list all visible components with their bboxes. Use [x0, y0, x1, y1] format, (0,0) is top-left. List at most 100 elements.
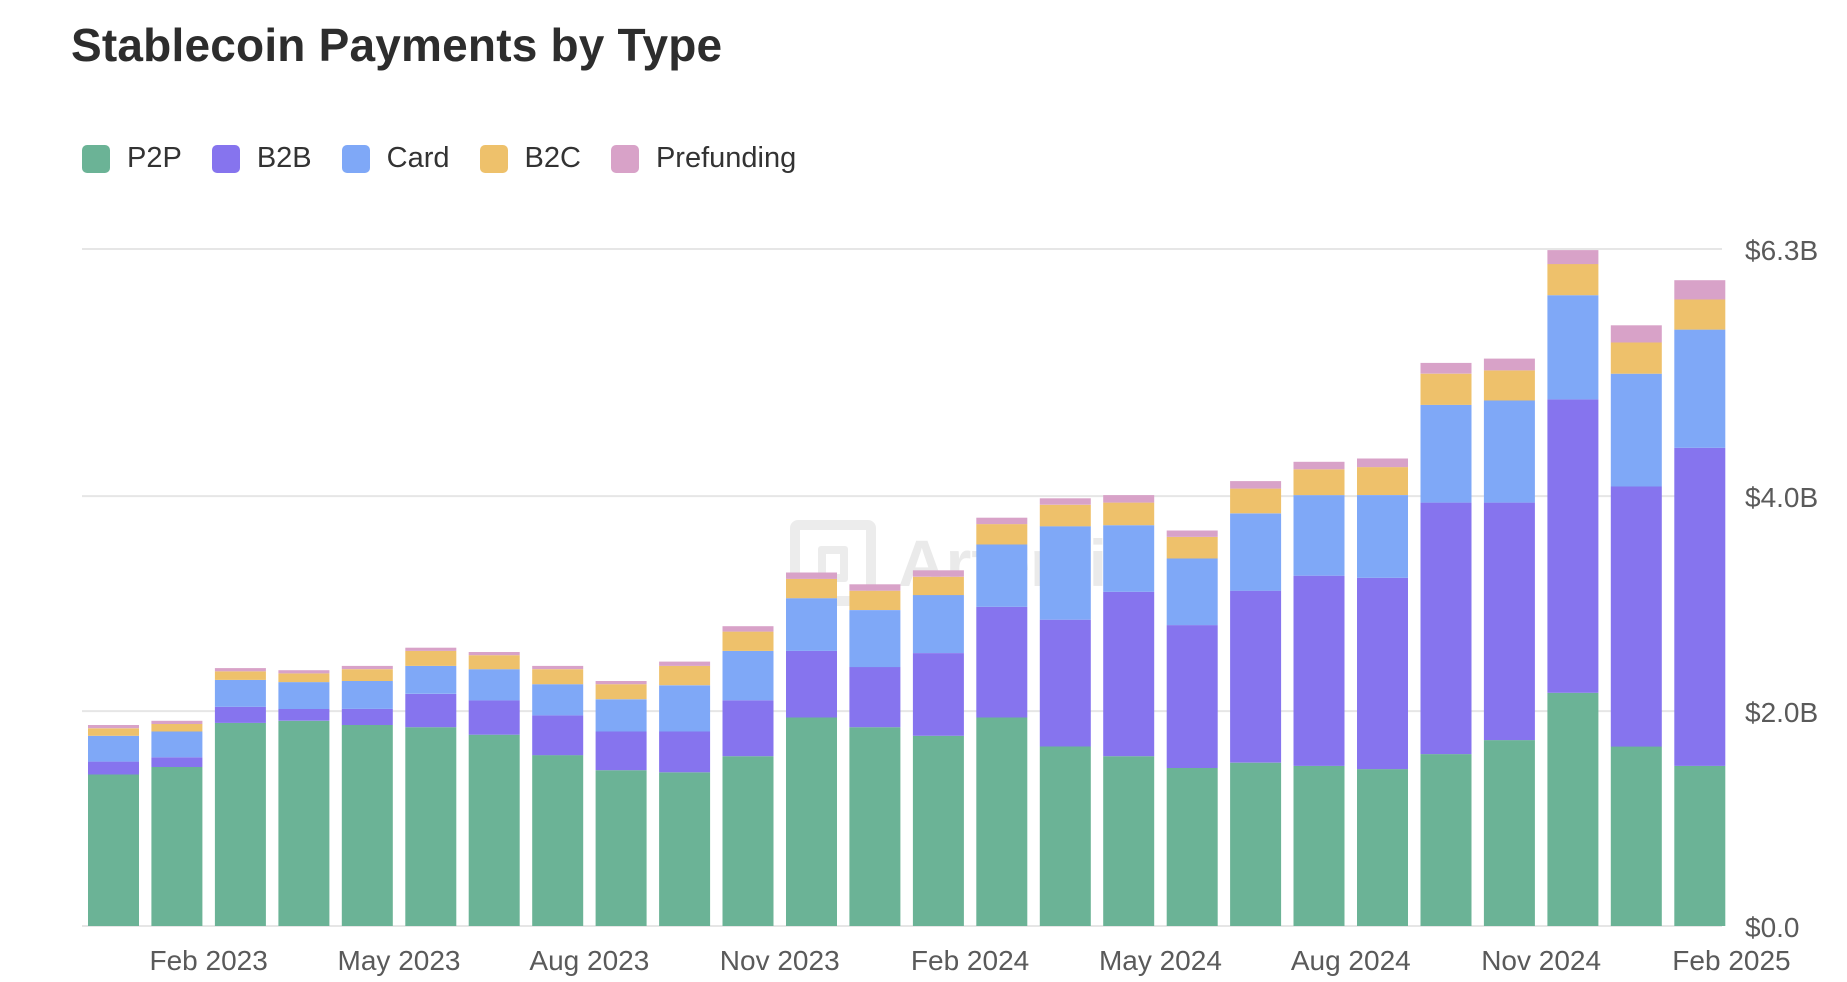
- bar-card[interactable]: [1547, 295, 1599, 400]
- bar-b2b[interactable]: [405, 693, 457, 728]
- bar-b2b[interactable]: [214, 706, 266, 723]
- bar-prefunding[interactable]: [1420, 362, 1472, 374]
- bar-card[interactable]: [405, 665, 457, 694]
- bar-b2b[interactable]: [912, 653, 964, 736]
- bar-b2c[interactable]: [405, 650, 457, 666]
- bar-p2p[interactable]: [659, 772, 711, 926]
- bar-p2p[interactable]: [1166, 768, 1218, 926]
- legend-item-p2p[interactable]: P2P: [82, 142, 182, 175]
- bar-p2p[interactable]: [1039, 746, 1091, 927]
- bar-p2p[interactable]: [1293, 765, 1345, 926]
- bar-b2c[interactable]: [468, 655, 520, 670]
- bar-b2c[interactable]: [1483, 370, 1535, 401]
- bar-p2p[interactable]: [1610, 746, 1662, 927]
- bar-b2c[interactable]: [1230, 488, 1282, 514]
- bar-card[interactable]: [88, 735, 139, 762]
- bar-p2p[interactable]: [1483, 740, 1535, 926]
- bar-p2p[interactable]: [722, 756, 774, 926]
- bar-prefunding[interactable]: [278, 670, 330, 674]
- bar-b2b[interactable]: [1483, 502, 1535, 741]
- bar-prefunding[interactable]: [786, 572, 837, 579]
- bar-b2c[interactable]: [1039, 504, 1091, 527]
- bar-b2b[interactable]: [595, 731, 647, 771]
- bar-card[interactable]: [1039, 526, 1091, 620]
- bar-b2c[interactable]: [1547, 264, 1599, 296]
- bar-card[interactable]: [278, 682, 330, 709]
- bar-b2c[interactable]: [151, 724, 203, 732]
- bar-card[interactable]: [1357, 495, 1408, 578]
- bar-prefunding[interactable]: [1610, 325, 1662, 343]
- bar-b2b[interactable]: [722, 700, 774, 757]
- bar-p2p[interactable]: [1103, 756, 1155, 926]
- bar-b2b[interactable]: [88, 761, 139, 775]
- bar-b2c[interactable]: [659, 665, 711, 686]
- legend-item-prefunding[interactable]: Prefunding: [610, 142, 796, 175]
- bar-b2b[interactable]: [1039, 619, 1091, 747]
- bar-card[interactable]: [1610, 373, 1662, 487]
- bar-b2b[interactable]: [468, 700, 520, 735]
- bar-prefunding[interactable]: [532, 665, 584, 670]
- bar-prefunding[interactable]: [1483, 358, 1535, 371]
- bar-p2p[interactable]: [976, 717, 1028, 927]
- bar-prefunding[interactable]: [1357, 458, 1408, 468]
- bar-card[interactable]: [912, 595, 964, 653]
- bar-prefunding[interactable]: [1166, 530, 1218, 537]
- legend-item-card[interactable]: Card: [341, 142, 450, 175]
- bar-prefunding[interactable]: [88, 725, 139, 729]
- bar-b2b[interactable]: [1293, 575, 1345, 766]
- bar-b2c[interactable]: [341, 669, 393, 681]
- bar-b2c[interactable]: [532, 669, 584, 685]
- bar-b2b[interactable]: [151, 757, 203, 767]
- bar-p2p[interactable]: [532, 755, 584, 926]
- bar-card[interactable]: [659, 685, 711, 732]
- bar-b2c[interactable]: [1293, 469, 1345, 496]
- bar-b2b[interactable]: [1610, 486, 1662, 747]
- bar-card[interactable]: [1103, 525, 1155, 592]
- bar-p2p[interactable]: [786, 717, 837, 927]
- bar-prefunding[interactable]: [151, 720, 203, 724]
- bar-p2p[interactable]: [595, 770, 647, 926]
- bar-p2p[interactable]: [1547, 692, 1599, 926]
- bar-b2c[interactable]: [912, 576, 964, 596]
- bar-p2p[interactable]: [1230, 762, 1282, 926]
- bar-b2c[interactable]: [1103, 502, 1155, 526]
- bar-prefunding[interactable]: [468, 652, 520, 656]
- bar-card[interactable]: [849, 610, 901, 668]
- bar-b2b[interactable]: [1230, 590, 1282, 763]
- bar-card[interactable]: [214, 679, 266, 707]
- bar-b2b[interactable]: [976, 606, 1028, 718]
- bar-prefunding[interactable]: [214, 668, 266, 672]
- bar-card[interactable]: [1230, 513, 1282, 591]
- bar-b2c[interactable]: [214, 671, 266, 680]
- bar-prefunding[interactable]: [1103, 495, 1155, 503]
- bar-card[interactable]: [151, 731, 203, 758]
- bar-card[interactable]: [1420, 404, 1472, 503]
- bar-card[interactable]: [468, 669, 520, 701]
- bar-b2c[interactable]: [1610, 342, 1662, 374]
- bar-card[interactable]: [786, 598, 837, 651]
- bar-card[interactable]: [1483, 400, 1535, 503]
- bar-p2p[interactable]: [151, 767, 203, 926]
- bar-p2p[interactable]: [278, 720, 330, 926]
- bar-b2c[interactable]: [976, 524, 1028, 545]
- bar-prefunding[interactable]: [976, 517, 1028, 525]
- bar-b2c[interactable]: [786, 578, 837, 599]
- bar-b2b[interactable]: [1547, 399, 1599, 693]
- bar-b2b[interactable]: [278, 708, 330, 721]
- bar-prefunding[interactable]: [1674, 280, 1726, 300]
- bar-b2b[interactable]: [1420, 502, 1472, 755]
- bar-card[interactable]: [341, 681, 393, 709]
- bar-prefunding[interactable]: [1230, 481, 1282, 489]
- bar-p2p[interactable]: [405, 727, 457, 926]
- bar-p2p[interactable]: [1420, 754, 1472, 926]
- bar-b2c[interactable]: [722, 631, 774, 651]
- bar-b2c[interactable]: [849, 590, 901, 610]
- legend-item-b2c[interactable]: B2C: [479, 142, 581, 175]
- bar-card[interactable]: [532, 684, 584, 716]
- bar-b2c[interactable]: [1420, 373, 1472, 405]
- bar-b2b[interactable]: [1674, 447, 1726, 766]
- bar-card[interactable]: [976, 544, 1028, 607]
- bar-prefunding[interactable]: [1547, 250, 1599, 265]
- bar-p2p[interactable]: [1357, 769, 1408, 926]
- bar-b2c[interactable]: [1166, 537, 1218, 559]
